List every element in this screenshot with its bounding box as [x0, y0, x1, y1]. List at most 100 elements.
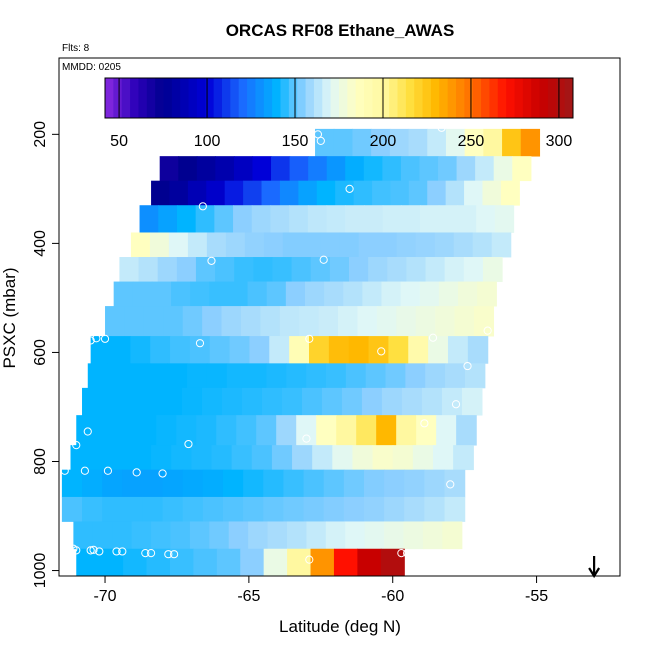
heatmap-cell [202, 469, 224, 498]
colorbar-segment [288, 78, 298, 118]
colorbar-segment [130, 78, 139, 118]
colorbar-segment [196, 78, 206, 118]
heatmap-cell [299, 306, 320, 337]
colorbar-segment [305, 78, 315, 118]
heatmap-cell [201, 387, 223, 416]
heatmap-cell [318, 306, 339, 337]
heatmap-cell [252, 156, 272, 182]
sample-point [112, 547, 121, 556]
heatmap-cell [243, 496, 264, 522]
heatmap-cell [206, 180, 226, 206]
heatmap-cell [298, 180, 318, 206]
heatmap-cell [435, 306, 456, 337]
heatmap-cell [215, 257, 235, 282]
heatmap-cell [308, 156, 328, 182]
heatmap-cell [416, 415, 437, 446]
heatmap-cell [142, 469, 164, 498]
heatmap-cell [362, 281, 383, 307]
heatmap-cell [396, 415, 417, 446]
x-tick-label: -60 [381, 588, 404, 605]
heatmap-cell [196, 415, 217, 446]
heatmap-cell [130, 232, 151, 258]
colorbar-segment [146, 78, 156, 118]
sample-point [451, 400, 461, 409]
heatmap-cell [82, 469, 103, 498]
colorbar-segment [556, 78, 566, 118]
heatmap-cell [176, 415, 197, 446]
sample-point [86, 546, 95, 555]
heatmap-cell [244, 232, 265, 258]
sample-point [316, 136, 325, 145]
colorbar-segment [522, 78, 532, 118]
sample-point [319, 255, 328, 264]
colorbar-segment [472, 78, 482, 118]
heatmap-cell [178, 156, 198, 182]
heatmap-cell [243, 180, 263, 206]
heatmap-cell [326, 205, 346, 233]
heatmap-cell [231, 445, 253, 471]
heatmap-cell [138, 257, 159, 282]
heatmap-cell [309, 336, 330, 364]
heatmap-cell [169, 180, 189, 206]
heatmap-cell [348, 336, 370, 364]
colorbar-tick-label: 300 [546, 133, 573, 150]
heatmap-cell [251, 445, 273, 471]
sample-point [152, 138, 161, 147]
x-tick-label: -65 [237, 588, 260, 605]
colorbar-segment [464, 78, 474, 118]
heatmap-cell [357, 548, 382, 577]
heatmap-cell [433, 445, 454, 471]
colorbar-segment [405, 78, 415, 118]
y-tick-label: 400 [32, 230, 49, 257]
heatmap-cell [363, 469, 385, 498]
heatmap-cell [323, 496, 345, 522]
heatmap-cell [491, 232, 512, 258]
heatmap-cell [389, 128, 410, 157]
heatmap-cell [209, 281, 230, 307]
heatmap-cell [438, 205, 459, 233]
colorbar-segment [339, 78, 348, 118]
heatmap-cell [193, 548, 218, 577]
heatmap-cell [368, 336, 390, 364]
sample-point [95, 547, 104, 556]
heatmap-cell [251, 205, 272, 233]
heatmap-cell [401, 205, 421, 233]
sample-point [72, 546, 81, 555]
heatmap-cell [352, 128, 372, 157]
heatmap-cell [234, 257, 254, 282]
heatmap-cell [456, 156, 476, 182]
heatmap-cell [404, 496, 425, 522]
heatmap-cell [116, 415, 137, 446]
heatmap-cell [382, 156, 402, 182]
heatmap-cell [228, 281, 249, 307]
heatmap-cell [289, 205, 309, 233]
heatmap-cell [151, 281, 172, 307]
heatmap-cell [364, 521, 385, 550]
heatmap-cell [171, 445, 192, 471]
heatmap-cell [142, 387, 163, 416]
heatmap-cell [187, 180, 207, 206]
colorbar-segment [113, 78, 123, 118]
heatmap-cell [419, 281, 440, 307]
heatmap-cell [107, 363, 129, 389]
heatmap-cell [216, 415, 237, 446]
heatmap-cell [122, 469, 144, 498]
sample-point [483, 326, 492, 335]
arrow-marker [588, 556, 601, 579]
heatmap-cell [382, 205, 402, 233]
heatmap-cell [368, 257, 388, 282]
heatmap-cell [461, 387, 483, 416]
colorbar-segment [456, 78, 465, 118]
heatmap-cell [301, 232, 322, 258]
heatmap-cell [307, 205, 328, 233]
colorbar-segment [380, 78, 390, 118]
heatmap-cell [447, 336, 469, 364]
heatmap-cell [162, 496, 184, 522]
heatmap-cell [132, 281, 153, 307]
heatmap-cell [512, 156, 532, 182]
date-label: MMDD: 0205 [62, 62, 121, 73]
heatmap-cell [171, 281, 191, 307]
colorbar-segment [422, 78, 432, 118]
y-tick-label: 200 [32, 121, 49, 148]
heatmap-cell [415, 306, 436, 337]
